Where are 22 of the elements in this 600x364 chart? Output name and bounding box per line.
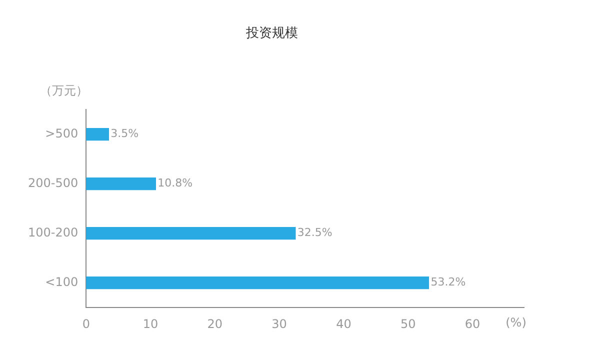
y-tick-label: 100-200 — [28, 225, 78, 240]
y-axis-title: （万元） — [40, 84, 88, 98]
x-tick-label: 20 — [207, 316, 223, 331]
data-label: 53.2% — [430, 276, 466, 289]
x-tick-label: 50 — [400, 316, 416, 331]
y-tick-label: <100 — [45, 274, 78, 289]
bar — [86, 128, 110, 141]
x-tick-label: 10 — [142, 316, 158, 331]
y-tick-label: 200-500 — [28, 176, 78, 190]
x-tick-label: 0 — [82, 316, 90, 331]
bar — [86, 227, 296, 240]
x-tick-label: 60 — [464, 316, 480, 331]
x-tick-label: 40 — [336, 316, 352, 331]
data-label: 32.5% — [297, 226, 332, 240]
data-label: 10.8% — [158, 176, 193, 190]
y-tick-label: >500 — [45, 126, 78, 140]
x-tick-label: 30 — [272, 316, 287, 331]
bar — [86, 178, 156, 190]
x-axis-title: (%) — [506, 316, 526, 330]
chart-title: 投资规模 — [245, 26, 298, 42]
data-label: 3.5% — [110, 127, 139, 140]
bar — [86, 276, 430, 290]
